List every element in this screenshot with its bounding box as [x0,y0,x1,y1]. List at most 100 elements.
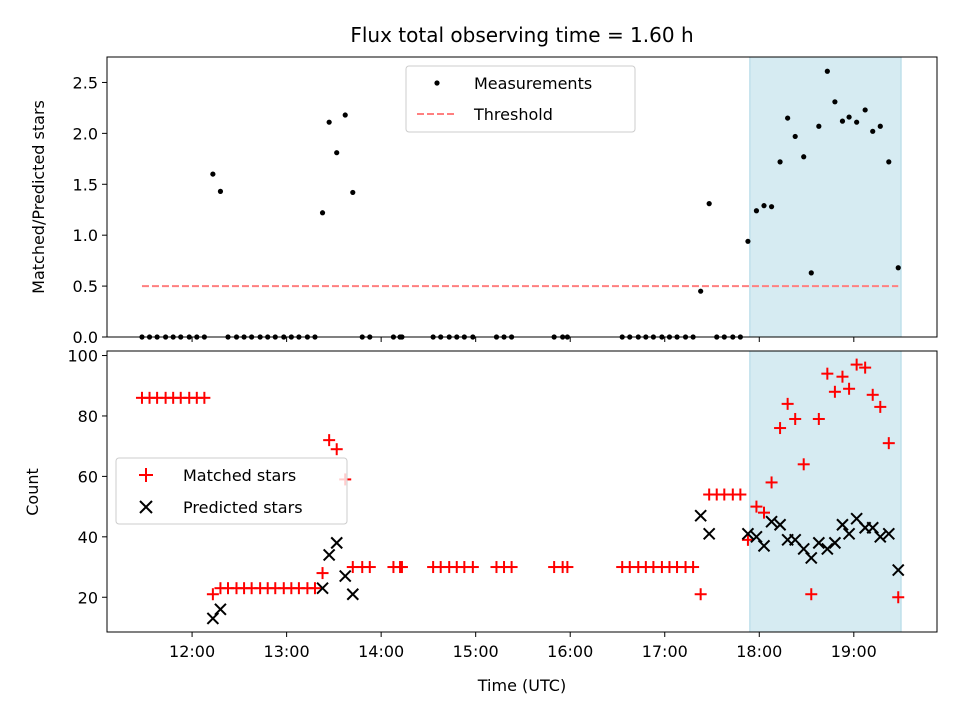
x-tick-label: 16:00 [547,642,593,661]
x-tick-label: 17:00 [642,642,688,661]
legend-marker-matched [139,468,153,482]
matched-star-point [561,561,574,574]
chart-title: Flux total observing time = 1.60 h [350,23,693,47]
matched-star-point [797,458,810,471]
y-tick-label: 2.5 [73,73,98,92]
x-tick-label: 15:00 [453,642,499,661]
matched-star-point [395,561,408,574]
bottom-x-ticks: 12:00 13:00 14:00 15:00 16:00 17:00 18:00 19:00 [169,632,877,661]
top-x-ticks [191,337,855,342]
x-tick-label: 19:00 [831,642,877,661]
matched-star-point [758,506,771,519]
measurement-point [210,171,216,177]
predicted-star-point [874,530,887,544]
matched-star-point [892,591,905,604]
measurement-point [768,204,775,210]
top-legend: Measurements Threshold [405,65,636,133]
matched-star-point [741,533,754,546]
predicted-star-point [866,521,879,534]
measurement-point [785,115,791,121]
measurement-point [326,119,332,125]
measurement-point [816,123,822,129]
top-legend-box [405,65,636,133]
measurement-point [832,99,838,105]
predicted-star-point [882,527,895,541]
legend-label-measurements: Measurements [474,74,592,93]
top-panel: 0.0 0.5 1.0 1.5 2.0 2.5 Matched/Predicted sta… [29,56,938,347]
predicted-star-point [316,581,329,595]
matched-star-point [198,391,211,404]
matched-star-point [821,367,834,380]
measurement-point [745,238,751,244]
matched-star-point [805,588,818,601]
legend-label-threshold: Threshold [473,105,553,124]
legend-label-predicted: Predicted stars [183,498,303,517]
predicted-star-point [322,548,336,562]
top-axes-frame [106,56,938,338]
bot-span-rect [749,350,902,633]
measurement-point [792,133,798,140]
measurement-point [706,201,712,207]
matched-star-point [828,385,841,398]
x-tick-label: 13:00 [264,642,310,661]
matched-star-point [694,588,707,601]
bottom-panel: 20 40 60 80 100 12:00 13:00 14:00 15:00 16:00 17:… [23,347,938,695]
measurement-point [839,118,846,124]
measurement-point [801,154,807,160]
measurement-point [753,208,760,214]
matched-star-point [850,358,863,371]
measurement-point [761,203,767,209]
measurement-point [217,188,224,194]
x-tick-label: 18:00 [736,642,782,661]
matched-star-point [505,561,518,574]
y-tick-label: 40 [78,528,98,547]
matched-star-point [363,561,376,574]
matched-star-point [781,397,794,410]
measurement-point [895,265,901,271]
measurement-point [886,159,892,165]
y-tick-label: 20 [78,588,98,607]
matched-star-point [308,582,321,595]
predicted-star-point [828,536,842,550]
matched-star-point [774,422,787,435]
y-tick-label: 2.0 [73,124,98,143]
y-tick-label: 1.5 [73,175,98,194]
predicted-star-point [346,588,359,601]
y-tick-label: 100 [67,347,98,366]
measurement-point [777,159,783,165]
predicted-star-point [812,536,826,550]
matched-star-point [859,361,872,374]
matched-star-point [789,412,802,425]
predicted-star-point [836,518,849,531]
predicted-star-point [206,612,220,625]
bottom-x-axis-label: Time (UTC) [477,676,566,695]
measurement-point [698,288,704,294]
measurement-point [877,123,883,129]
predicted-star-point [757,539,771,553]
predicted-star-point [765,515,778,528]
bottom-series-layer [135,358,905,625]
predicted-star-point [842,527,856,541]
y-tick-label: 1.0 [73,226,98,245]
measurement-point [334,150,340,156]
measurement-point [862,107,868,113]
matched-star-point [687,561,700,574]
legend-label-matched: Matched stars [183,466,296,485]
y-tick-label: 60 [78,467,98,486]
legend-marker-predicted [139,500,153,514]
predicted-star-point [741,527,755,541]
predicted-star-point [797,542,810,556]
bottom-y-axis-label: Count [23,468,42,516]
y-tick-label: 0.0 [73,328,98,347]
bottom-y-ticks: 20 40 60 80 100 [67,347,107,607]
predicted-star-point [330,536,343,550]
predicted-star-point [821,542,834,556]
measurement-point [342,112,348,118]
matched-star-point [836,370,849,383]
predicted-star-point [750,530,763,544]
matched-star-point [812,412,825,425]
top-series-layer [139,68,901,340]
matched-star-point [323,434,336,447]
measurement-point [350,189,356,196]
